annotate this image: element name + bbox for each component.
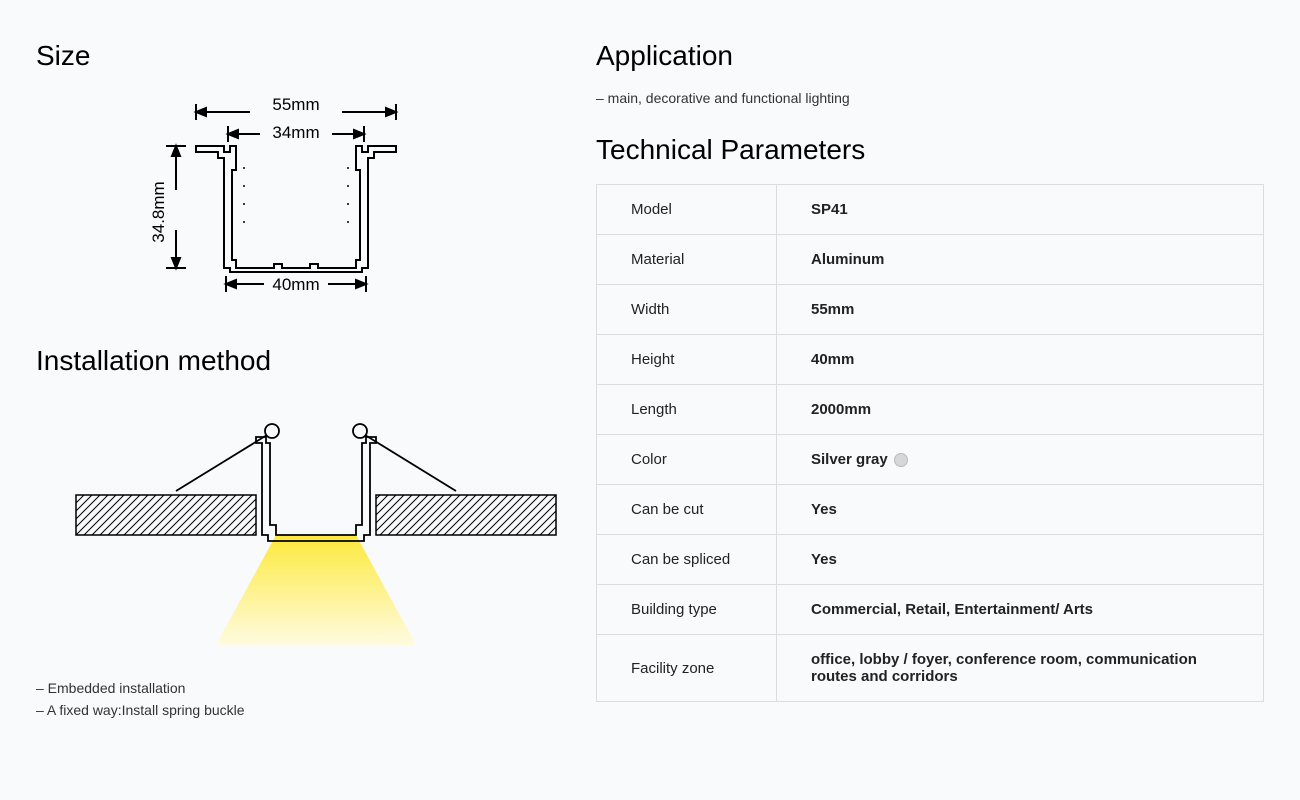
install-note-2: – A fixed way:Install spring buckle — [36, 702, 556, 718]
param-label: Can be spliced — [597, 535, 777, 585]
table-row: Can be splicedYes — [597, 535, 1264, 585]
table-row: Facility zoneoffice, lobby / foyer, conf… — [597, 635, 1264, 702]
application-note: – main, decorative and functional lighti… — [596, 90, 1264, 106]
param-label: Length — [597, 385, 777, 435]
param-value: Yes — [777, 485, 1264, 535]
param-value: office, lobby / foyer, conference room, … — [777, 635, 1264, 702]
tech-heading: Technical Parameters — [596, 134, 1264, 166]
param-value: 2000mm — [777, 385, 1264, 435]
param-value: Commercial, Retail, Entertainment/ Arts — [777, 585, 1264, 635]
application-heading: Application — [596, 40, 1264, 72]
install-note-1: – Embedded installation — [36, 680, 556, 696]
param-value: Aluminum — [777, 235, 1264, 285]
installation-heading: Installation method — [36, 345, 556, 377]
table-row: Width55mm — [597, 285, 1264, 335]
param-value: SP41 — [777, 185, 1264, 235]
table-row: ModelSP41 — [597, 185, 1264, 235]
dim-height: 34.8mm — [149, 181, 168, 242]
dim-bottom: 40mm — [272, 275, 319, 294]
param-label: Facility zone — [597, 635, 777, 702]
param-value: 40mm — [777, 335, 1264, 385]
param-label: Model — [597, 185, 777, 235]
param-label: Color — [597, 435, 777, 485]
color-swatch-icon — [894, 453, 908, 467]
dim-top: 55mm — [272, 95, 319, 114]
size-diagram: 55mm 34mm 34.8mm 40mm — [136, 90, 556, 315]
table-row: Height40mm — [597, 335, 1264, 385]
size-heading: Size — [36, 40, 556, 72]
table-row: Can be cutYes — [597, 485, 1264, 535]
param-label: Width — [597, 285, 777, 335]
param-value: Silver gray — [777, 435, 1264, 485]
table-row: Length2000mm — [597, 385, 1264, 435]
dim-inner: 34mm — [272, 123, 319, 142]
param-label: Height — [597, 335, 777, 385]
table-row: ColorSilver gray — [597, 435, 1264, 485]
table-row: Building typeCommercial, Retail, Enterta… — [597, 585, 1264, 635]
installation-diagram — [56, 395, 556, 660]
param-value: 55mm — [777, 285, 1264, 335]
tech-params-table: ModelSP41MaterialAluminumWidth55mmHeight… — [596, 184, 1264, 702]
param-label: Can be cut — [597, 485, 777, 535]
param-label: Material — [597, 235, 777, 285]
param-value: Yes — [777, 535, 1264, 585]
table-row: MaterialAluminum — [597, 235, 1264, 285]
param-label: Building type — [597, 585, 777, 635]
